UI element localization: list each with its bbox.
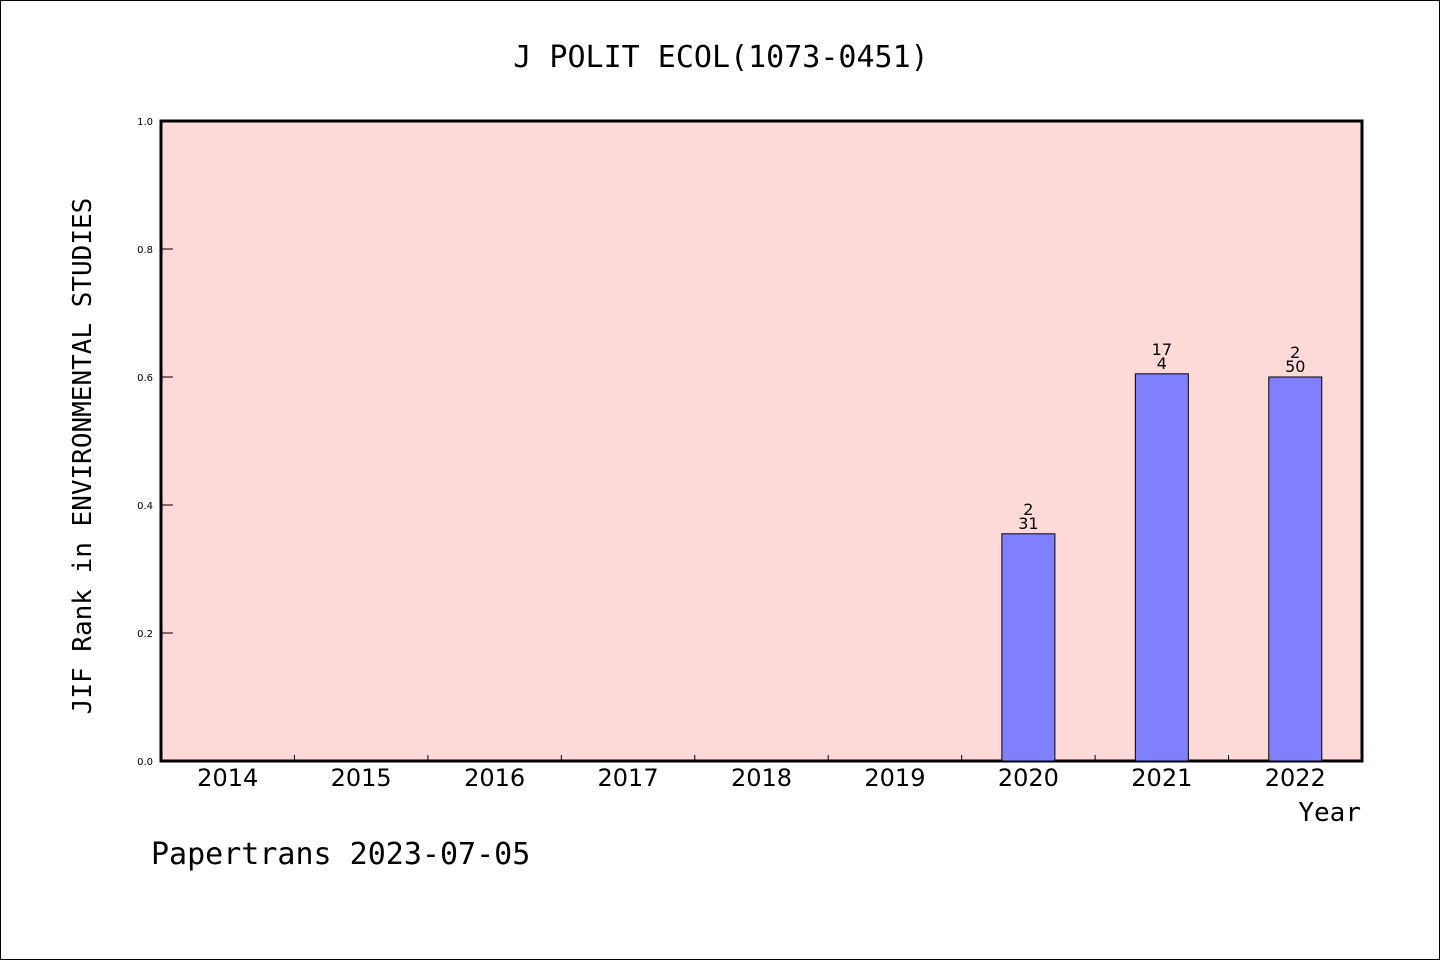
bar-label-bottom: 31 [1018,514,1038,533]
y-tick-label: 0.8 [137,245,153,256]
y-tick-label: 0.0 [137,757,153,768]
bar-label-bottom: 50 [1285,357,1305,376]
x-tick-label: 2018 [731,764,792,792]
y-tick-label: 1.0 [137,117,153,128]
x-tick-label: 2014 [197,764,258,792]
x-tick-label: 2016 [464,764,525,792]
footer-text: Papertrans 2023-07-05 [151,837,530,872]
chart-title: J POLIT ECOL(1073-0451) [513,40,928,75]
bar-label-bottom: 4 [1157,354,1167,373]
bar-2020 [1002,534,1055,761]
y-tick-label: 0.2 [137,629,153,640]
bar-2021 [1135,374,1188,761]
bar-2022 [1269,377,1322,761]
y-tick-label: 0.4 [137,501,153,512]
x-tick-label: 2015 [331,764,392,792]
y-axis-title: JIF Rank in ENVIRONMENTAL STUDIES [68,198,98,715]
x-tick-label: 2021 [1131,764,1192,792]
x-tick-label: 2019 [864,764,925,792]
y-tick-label: 0.6 [137,373,153,384]
x-tick-label: 2020 [998,764,1059,792]
x-tick-label: 2017 [598,764,659,792]
x-tick-label: 2022 [1265,764,1326,792]
x-axis-title: Year [1298,798,1361,828]
